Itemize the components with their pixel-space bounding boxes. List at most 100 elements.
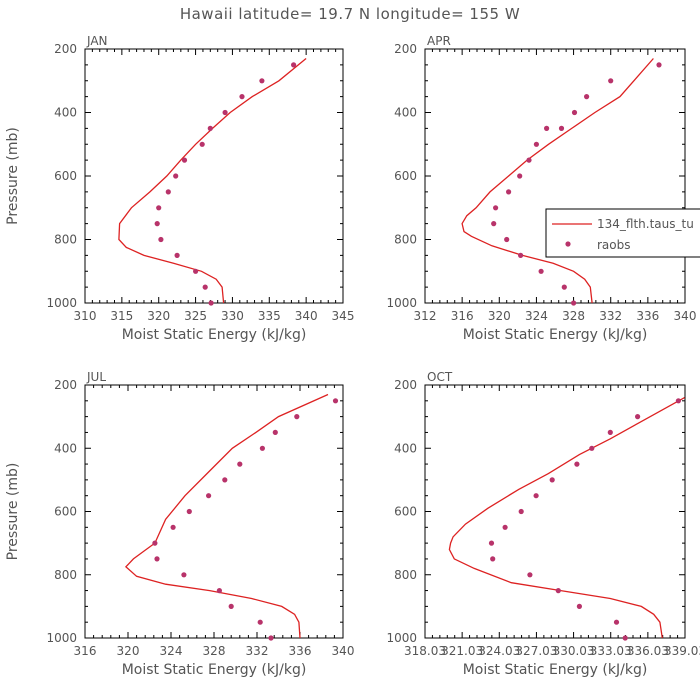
raobs-point-oct [488,540,495,546]
raobs-point-apr [656,62,662,68]
raobs-point-jul [259,445,265,451]
raobs-point-apr [608,78,614,84]
x-tick-label-apr: 320 [488,309,511,323]
raobs-point-jul [332,398,339,404]
raobs-point-jan [239,94,245,100]
y-axis-label-jul: Pressure (mb) [5,463,21,561]
raobs-point-jul [228,603,234,610]
raobs-point-apr [506,189,512,195]
panels: 310 315 320 325 330 335 340 345 200 400 600 800 1000… [5,34,700,678]
raobs-point-jan [259,78,265,84]
plot-frame-apr [424,48,686,304]
legend-dot-swatch [565,241,571,247]
panel-label-jul: JUL [86,370,106,384]
raobs-point-apr [558,125,565,131]
x-tick-label-jan: 340 [295,309,318,323]
y-tick-label-jul: 200 [54,378,77,392]
y-tick-label-jan: 200 [54,42,77,56]
x-tick-label-apr: 332 [599,309,622,323]
raobs-point-apr [544,125,550,131]
y-tick-label-jan: 400 [54,106,77,120]
raobs-point-jan [207,125,213,131]
raobs-point-apr [533,141,540,147]
raobs-point-jul [206,493,212,499]
raobs-point-jul [237,461,243,467]
x-tick-label-jul: 316 [74,644,97,658]
x-tick-label-jul: 336 [289,644,312,658]
raobs-point-apr [491,221,497,227]
x-tick-label-oct: 321.03 [441,644,483,658]
x-tick-label-oct: 327.03 [515,644,557,658]
raobs-point-jul [222,477,228,483]
raobs-point-oct [607,429,613,435]
x-tick-label-oct: 336.03 [627,644,669,658]
raobs-point-jan [199,141,205,147]
raobs-point-oct [635,414,641,420]
raobs-point-oct [622,635,628,641]
raobs-point-oct [502,524,508,530]
raobs-point-jan [222,109,228,116]
raobs-point-oct [589,445,595,451]
x-axis-label-oct: Moist Static Energy (kJ/kg) [463,662,648,678]
raobs-point-oct [576,603,583,610]
raobs-point-oct [613,619,620,625]
y-tick-label-jul: 1000 [46,631,77,645]
raobs-point-jan [165,189,171,195]
y-tick-label-apr: 1000 [386,296,417,310]
raobs-point-apr [561,284,567,290]
raobs-point-jul [170,524,176,530]
y-tick-label-oct: 600 [394,505,417,519]
y-tick-label-oct: 1000 [386,631,417,645]
x-tick-label-oct: 318.03 [404,644,446,658]
raobs-point-jan [174,252,180,258]
raobs-point-jan [158,236,164,243]
panel-label-jan: JAN [86,34,108,48]
figure-title: Hawaii latitude= 19.7 N longitude= 155 W [180,5,520,23]
x-axis-label-jan: Moist Static Energy (kJ/kg) [122,327,307,343]
raobs-point-jul [268,635,274,641]
x-tick-label-oct: 330.03 [553,644,595,658]
x-axis-label-apr: Moist Static Energy (kJ/kg) [463,327,648,343]
y-tick-label-oct: 200 [394,378,417,392]
x-tick-label-oct: 324.03 [478,644,520,658]
y-tick-label-apr: 800 [394,233,417,247]
y-tick-label-oct: 800 [394,568,417,582]
y-tick-label-jul: 400 [54,441,77,455]
y-tick-label-jan: 800 [54,233,77,247]
raobs-point-oct [675,398,682,404]
raobs-point-apr [584,94,590,100]
raobs-point-apr [504,236,510,243]
x-axis-label-jul: Moist Static Energy (kJ/kg) [122,662,307,678]
x-tick-label-jan: 310 [74,309,97,323]
y-tick-label-oct: 400 [394,441,417,455]
plot-frame-jul [84,384,344,639]
raobs-point-jul [257,619,263,625]
x-tick-label-jul: 324 [160,644,183,658]
panel-label-oct: OCT [427,370,453,384]
x-tick-label-jul: 340 [332,644,355,658]
raobs-point-oct [533,493,539,499]
raobs-point-apr [518,252,524,258]
raobs-point-oct [490,556,496,562]
x-tick-label-apr: 336 [636,309,659,323]
x-tick-label-apr: 316 [451,309,474,323]
raobs-point-jan [173,173,179,179]
raobs-point-jan [154,221,160,227]
x-tick-label-apr: 312 [414,309,437,323]
raobs-point-apr [538,268,544,274]
y-tick-label-jan: 1000 [46,296,77,310]
y-tick-label-apr: 400 [394,106,417,120]
legend-label-model: 134_flth.taus_tu [597,217,694,231]
x-tick-label-oct: 333.03 [590,644,632,658]
raobs-point-jan [181,157,188,163]
raobs-point-jan [156,205,162,211]
x-tick-label-jan: 330 [221,309,244,323]
plot-frame-jan [84,48,344,304]
x-tick-label-jan: 315 [110,309,133,323]
raobs-point-jan [291,62,297,68]
raobs-point-jul [181,572,187,578]
y-tick-label-jul: 600 [54,505,77,519]
x-tick-label-jan: 325 [184,309,207,323]
raobs-point-oct [549,477,555,483]
